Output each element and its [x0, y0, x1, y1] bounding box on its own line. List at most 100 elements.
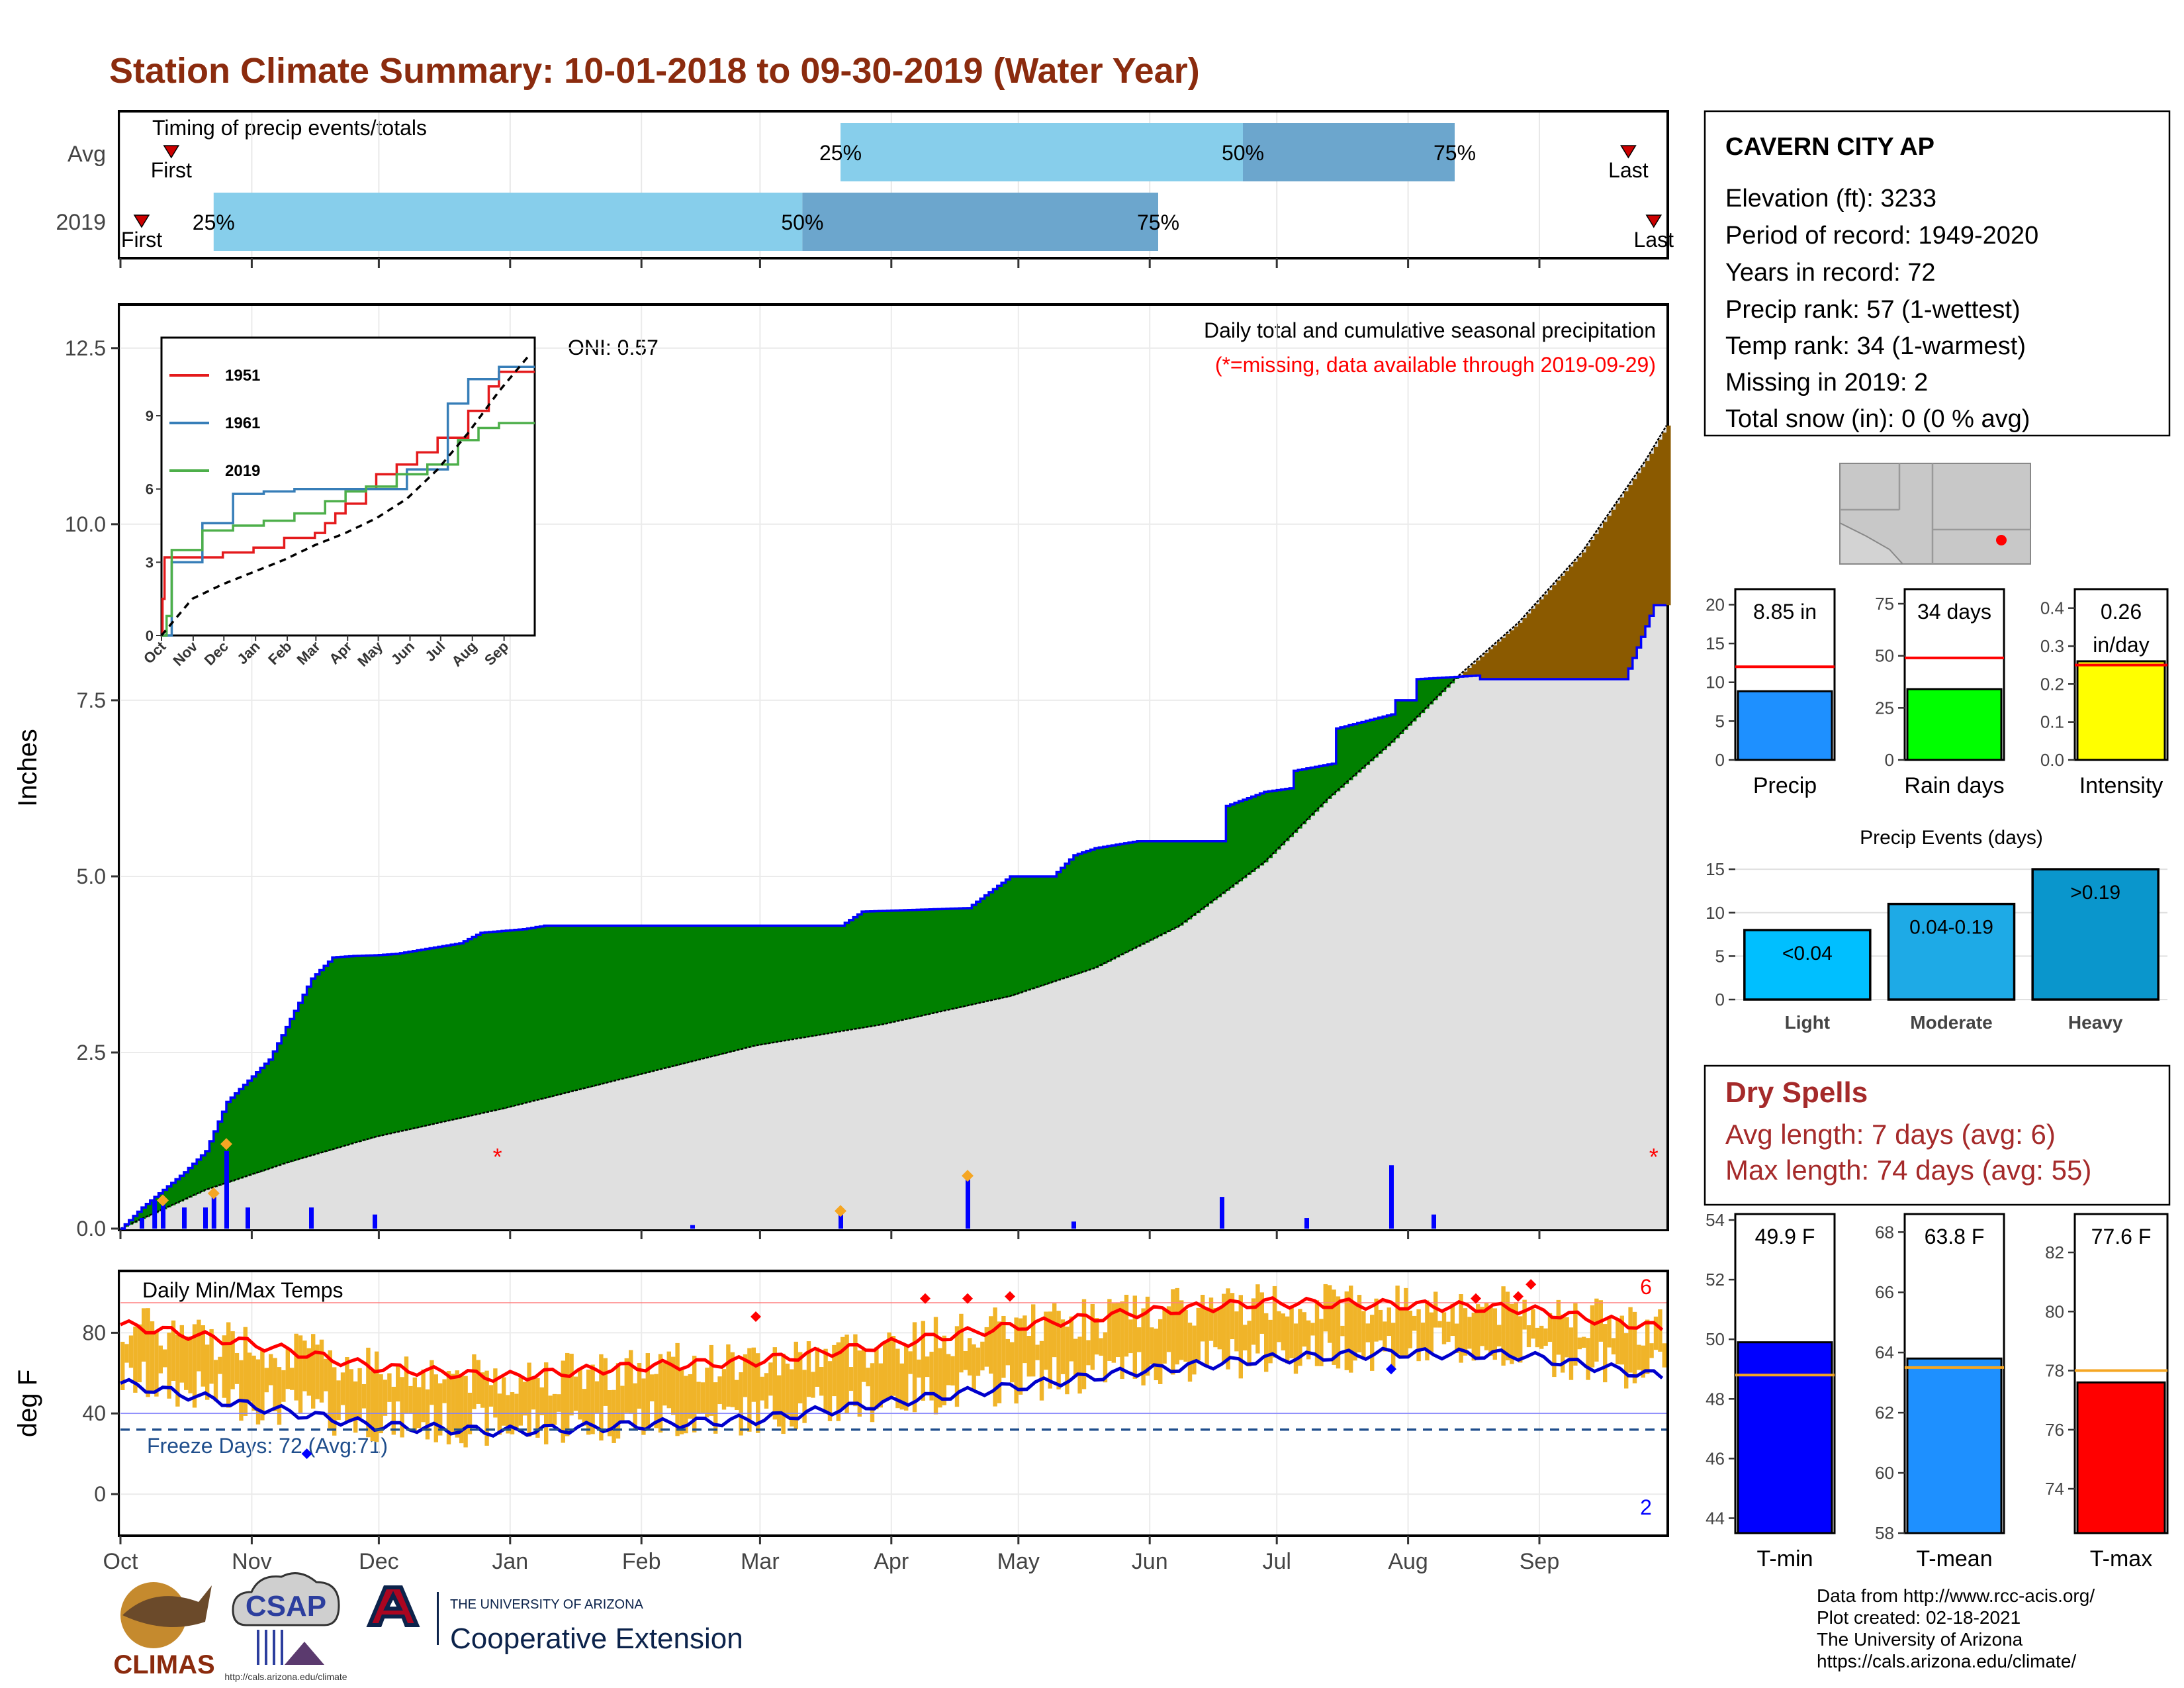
daily-precip-bar [1432, 1214, 1436, 1229]
daily-temp-bar [1556, 1299, 1561, 1355]
daily-temp-bar [895, 1348, 900, 1409]
daily-temp-bar [1044, 1311, 1048, 1370]
daily-temp-bar [281, 1370, 286, 1402]
daily-temp-bar [1649, 1343, 1654, 1358]
daily-temp-bar [590, 1364, 595, 1434]
daily-temp-bar [1577, 1337, 1582, 1350]
daily-temp-bar [1526, 1325, 1531, 1348]
daily-temp-bar [569, 1354, 574, 1416]
daily-temp-bar [255, 1359, 261, 1425]
precip-events-category-label: Moderate [1910, 1012, 1992, 1033]
tmin-summary-y-tick-label: 44 [1706, 1508, 1725, 1528]
daily-temp-bar [1255, 1284, 1260, 1354]
rain-days-summary-y-tick-label: 0 [1885, 750, 1894, 770]
csap-cloud-icon [232, 1572, 340, 1626]
intensity-summary-y-tick-label: 0.1 [2040, 712, 2064, 732]
daily-temp-bar [137, 1324, 142, 1383]
daily-temp-bar [679, 1370, 684, 1434]
daily-temp-bar [1471, 1312, 1476, 1361]
daily-temp-bar [1505, 1291, 1510, 1361]
daily-temp-bar [1179, 1300, 1184, 1360]
daily-temp-bar [497, 1393, 502, 1435]
locator-map [1839, 463, 2031, 565]
daily-temp-bar [1399, 1308, 1404, 1358]
tmax-summary-y-tick-label: 80 [2045, 1301, 2064, 1321]
daily-temp-bar [324, 1358, 328, 1391]
daily-temp-bar [264, 1368, 269, 1393]
daily-temp-bar [1222, 1293, 1226, 1363]
daily-temp-bar [1514, 1301, 1518, 1358]
station-precip-rank: Precip rank: 57 (1-wettest) [1725, 296, 2021, 324]
csap-logo[interactable]: CSAP http://cals.arizona.edu/climate [224, 1572, 347, 1682]
month-label: Sep [1520, 1549, 1560, 1574]
precip-events-title: Precip Events (days) [1860, 827, 2043, 849]
timing-bar-50-75 [802, 193, 1158, 251]
daily-temp-bar [853, 1334, 858, 1407]
daily-temp-bar [938, 1348, 942, 1408]
daily-temp-bar [154, 1332, 159, 1397]
inset-series-line [161, 370, 535, 637]
daily-temp-bar [1056, 1311, 1061, 1389]
daily-temp-bar [298, 1335, 303, 1413]
daily-temp-bar [455, 1370, 459, 1438]
temps-y-tick-label: 80 [82, 1321, 106, 1344]
daily-temp-bar [899, 1363, 904, 1410]
daily-temp-bar [1539, 1325, 1544, 1349]
daily-temp-bar [201, 1325, 205, 1387]
daily-temp-bar [578, 1368, 582, 1420]
daily-temp-bar [1234, 1311, 1239, 1352]
daily-temp-bar [1641, 1345, 1645, 1378]
daily-temp-bar [1187, 1323, 1193, 1382]
dry-spells-avg: Avg length: 7 days (avg: 6) [1725, 1119, 2056, 1150]
daily-temp-bar [527, 1362, 531, 1437]
daily-temp-bar [615, 1363, 621, 1439]
daily-precip-bar [1389, 1165, 1394, 1229]
inset-y-tick-label: 6 [146, 481, 154, 498]
daily-temp-bar [972, 1344, 976, 1391]
daily-temp-bar [1387, 1307, 1391, 1336]
daily-temp-bar [357, 1368, 362, 1419]
daily-temp-bar [790, 1369, 794, 1427]
record-high-marker [1471, 1293, 1481, 1304]
daily-temp-bar [243, 1327, 248, 1416]
daily-temp-bar [1069, 1316, 1073, 1362]
daily-temp-bar [721, 1369, 727, 1410]
precip-summary-value-bar [1737, 690, 1833, 761]
station-frame [1704, 110, 2171, 437]
daily-temp-bar [933, 1317, 938, 1415]
month-label: Jan [492, 1549, 528, 1574]
daily-precip-bar [309, 1207, 314, 1229]
daily-temp-bar [1594, 1298, 1599, 1362]
daily-temp-bar [142, 1308, 146, 1362]
credit-line-3: The University of Arizona [1817, 1629, 2023, 1650]
daily-temp-bar [841, 1336, 845, 1408]
intensity-summary-value-bar [2076, 660, 2166, 761]
precip-events-value-label: <0.04 [1782, 943, 1833, 964]
daily-temp-bar [1480, 1307, 1484, 1346]
daily-temp-bar [184, 1336, 189, 1390]
daily-temp-bar [1205, 1308, 1209, 1366]
daily-temp-bar [747, 1348, 752, 1432]
daily-temp-bar [904, 1344, 909, 1411]
daily-temp-bar [1120, 1301, 1124, 1380]
daily-temp-bar [1319, 1319, 1324, 1366]
daily-precip-bar [140, 1218, 144, 1229]
daily-temp-bar [929, 1351, 934, 1401]
cumulative-2019-line [120, 604, 1666, 1230]
dry-spells-title: Dry Spells [1725, 1076, 1868, 1109]
daily-temp-bar [1298, 1309, 1302, 1366]
daily-temp-bar [764, 1373, 769, 1409]
daily-temp-bar [612, 1389, 616, 1443]
daily-temp-bar [531, 1376, 536, 1410]
inset-legend-label: 2019 [225, 462, 260, 480]
daily-temp-bar [302, 1340, 307, 1391]
ua-logo[interactable]: THE UNIVERSITY OF ARIZONA Cooperative Ex… [366, 1585, 743, 1655]
daily-temp-bar [760, 1376, 764, 1401]
climas-logo[interactable]: CLIMAS [113, 1582, 215, 1679]
daily-temp-bar [1501, 1286, 1506, 1366]
timing-label-25: 25% [193, 211, 235, 234]
daily-temp-bar [260, 1349, 265, 1421]
daily-temp-bar [1365, 1323, 1370, 1342]
daily-temp-bar [963, 1350, 968, 1370]
